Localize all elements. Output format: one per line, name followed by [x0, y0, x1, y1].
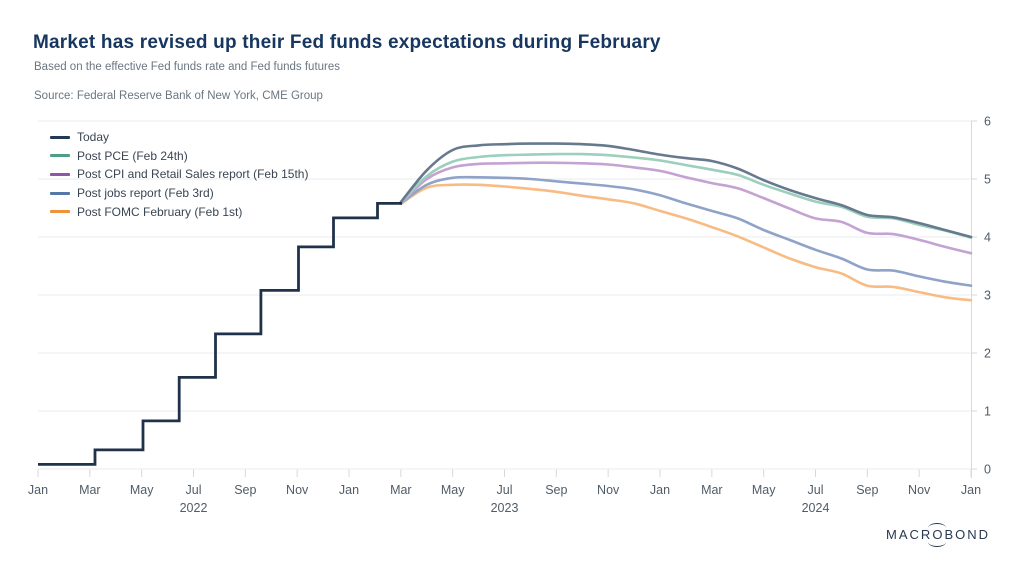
x-axis-tick-label: Sep	[234, 483, 256, 497]
legend-label: Post FOMC February (Feb 1st)	[77, 204, 243, 219]
x-axis-tick-label: Jul	[186, 483, 202, 497]
x-axis-tick-label: Jan	[28, 483, 48, 497]
legend-label: Post CPI and Retail Sales report (Feb 15…	[77, 167, 309, 182]
x-axis-tick-label: Nov	[597, 483, 620, 497]
x-axis-tick-label: May	[130, 483, 154, 497]
series-line-post-pce-feb-24th	[399, 152, 973, 239]
legend-label: Post PCE (Feb 24th)	[77, 148, 188, 163]
series-line-post-jobs-report-feb-3rd	[399, 175, 973, 287]
legend-label: Today	[77, 130, 110, 145]
history-step-line	[38, 202, 403, 466]
page-title: Market has revised up their Fed funds ex…	[33, 32, 661, 53]
page-subtitle: Based on the effective Fed funds rate an…	[34, 61, 341, 73]
x-axis-tick-label: Jan	[961, 483, 981, 497]
x-axis-tick-label: May	[441, 483, 465, 497]
macrobond-logo: MACR O BOND	[886, 522, 990, 547]
logo-circled-o: O	[928, 522, 947, 547]
legend-item: Post FOMC February (Feb 1st)	[50, 202, 308, 221]
x-axis-year-label: 2022	[180, 501, 208, 515]
x-axis-tick-label: Jul	[808, 483, 824, 497]
x-axis-tick-label: Mar	[79, 483, 101, 497]
legend-swatch	[50, 135, 70, 139]
x-axis-tick-label: May	[752, 483, 776, 497]
legend-swatch	[50, 154, 70, 158]
x-axis-tick-label: Jan	[339, 483, 359, 497]
legend-swatch	[50, 191, 70, 195]
source-note: Source: Federal Reserve Bank of New York…	[34, 90, 323, 102]
x-axis-tick-label: Mar	[390, 483, 412, 497]
y-axis-tick-label: 4	[984, 231, 991, 245]
series-line-post-cpi-and-retail-sales-report-feb-15th	[399, 161, 973, 255]
x-axis-tick-label: Nov	[908, 483, 931, 497]
legend-item: Post PCE (Feb 24th)	[50, 147, 308, 166]
x-axis-tick-label: Mar	[701, 483, 723, 497]
y-axis-tick-label: 6	[984, 115, 991, 129]
y-axis-tick-label: 0	[984, 463, 991, 477]
series-line-post-fomc-february-feb-1st	[399, 183, 973, 302]
x-axis-tick-label: Jul	[497, 483, 513, 497]
x-axis-tick-label: Sep	[856, 483, 878, 497]
legend-swatch	[50, 210, 70, 214]
logo-text-pre: MACR	[886, 527, 933, 542]
legend-item: Today	[50, 128, 308, 147]
x-axis-year-label: 2024	[802, 501, 830, 515]
legend-item: Post CPI and Retail Sales report (Feb 15…	[50, 165, 308, 184]
legend-label: Post jobs report (Feb 3rd)	[77, 186, 214, 201]
legend-item: Post jobs report (Feb 3rd)	[50, 184, 308, 203]
x-axis-tick-label: Nov	[286, 483, 309, 497]
x-axis-tick-label: Sep	[545, 483, 567, 497]
y-axis-tick-label: 1	[984, 405, 991, 419]
x-axis-year-label: 2023	[491, 501, 519, 515]
y-axis-tick-label: 3	[984, 289, 991, 303]
y-axis-tick-label: 5	[984, 173, 991, 187]
chart-legend: Today Post PCE (Feb 24th) Post CPI and Ret…	[50, 128, 308, 221]
series-line-today	[399, 142, 973, 239]
y-axis-tick-label: 2	[984, 347, 991, 361]
legend-swatch	[50, 172, 70, 176]
x-axis-tick-label: Jan	[650, 483, 670, 497]
logo-text-post: BOND	[944, 527, 990, 542]
